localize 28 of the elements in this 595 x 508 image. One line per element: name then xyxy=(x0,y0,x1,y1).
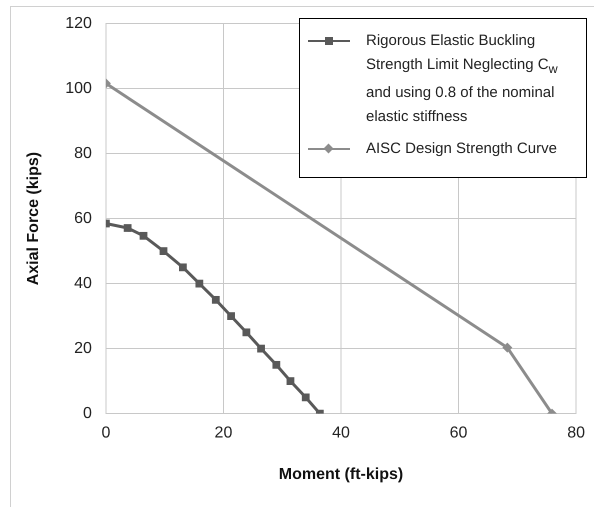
point xyxy=(160,247,168,255)
y-tick-label: 20 xyxy=(74,340,92,358)
point xyxy=(286,377,294,385)
y-tick-label: 100 xyxy=(65,80,92,98)
x-axis-title: Moment (ft-kips) xyxy=(278,466,404,483)
legend-label: AISC Design Strength Curve xyxy=(366,139,557,159)
x-tick-label: 40 xyxy=(332,424,350,442)
y-tick-label: 60 xyxy=(74,210,92,228)
x-tick-label: 0 xyxy=(101,424,110,442)
point xyxy=(302,393,310,402)
y-tick-label: 0 xyxy=(82,405,92,422)
point xyxy=(124,224,132,232)
point xyxy=(257,344,265,352)
x-tick-label: 20 xyxy=(214,424,232,442)
legend-label: Rigorous Elastic Buckling Strength Limit Neglecting C$_{w}$ and using 0.8 of the nominal elastic stiffness xyxy=(366,31,559,127)
point xyxy=(179,263,187,272)
point xyxy=(242,328,250,336)
point xyxy=(212,296,220,304)
y-tick-label: 120 xyxy=(65,15,92,32)
x-tick-label: 60 xyxy=(450,424,468,442)
point xyxy=(272,360,280,369)
y-tick-label: 40 xyxy=(74,275,92,292)
point xyxy=(195,280,204,288)
point xyxy=(227,312,235,320)
x-tick-label: 80 xyxy=(567,424,586,442)
point xyxy=(140,232,148,240)
y-axis-title: Axial Force (kips) xyxy=(25,152,42,286)
y-tick-label: 80 xyxy=(74,145,92,162)
